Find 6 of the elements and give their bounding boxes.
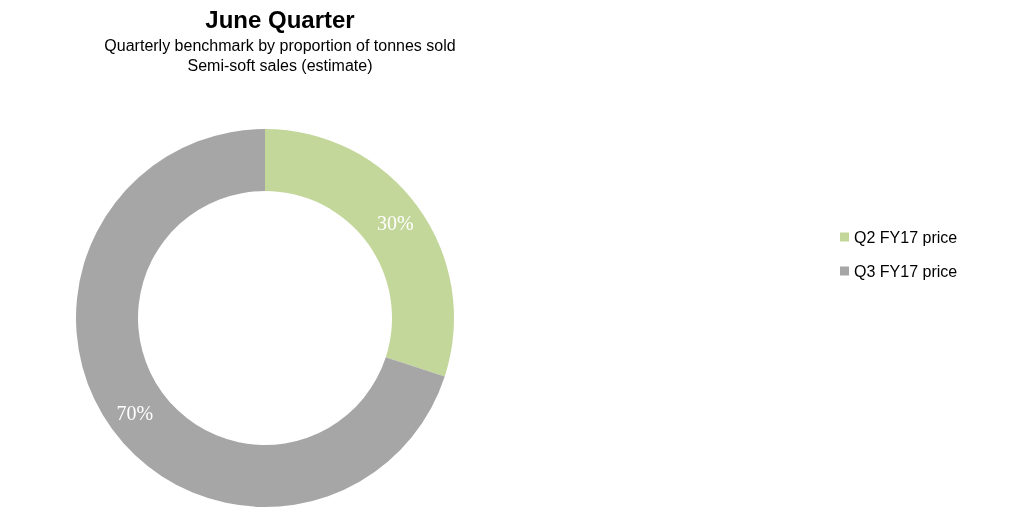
- data-label: 70%: [116, 401, 154, 424]
- chart-subtitle: Quarterly benchmark by proportion of tonnes sold Semi-soft sales (estimate): [104, 36, 456, 74]
- legend-label: Q2 FY17 price: [854, 228, 958, 246]
- chart-title: June Quarter: [205, 5, 355, 33]
- legend-label: Q3 FY17 price: [854, 262, 958, 280]
- data-label: 30%: [376, 212, 414, 235]
